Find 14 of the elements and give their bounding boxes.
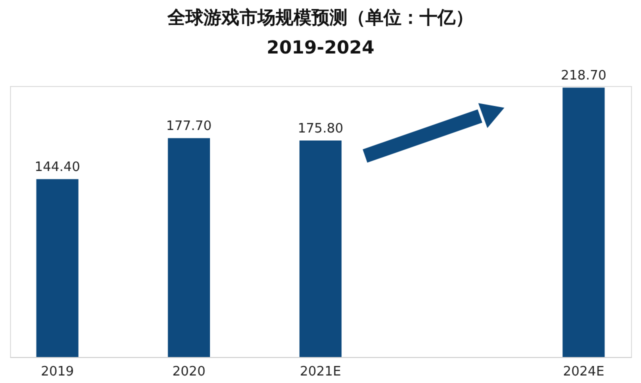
x-tick-label: 2024E	[562, 364, 604, 380]
x-tick-label: 2020	[172, 364, 206, 380]
data-label: 175.80	[298, 121, 344, 136]
data-label: 218.70	[560, 68, 606, 84]
bar	[168, 138, 210, 357]
chart-title: 全球游戏市场规模预测（单位：十亿）	[166, 8, 474, 29]
bar	[36, 179, 78, 357]
bar	[299, 140, 342, 357]
data-label: 177.70	[166, 119, 212, 134]
x-tick-label: 2021E	[300, 364, 342, 380]
x-tick-label: 2019	[40, 364, 74, 380]
bar	[562, 88, 605, 357]
chart-subtitle: 2019-2024	[266, 38, 374, 59]
data-label: 144.40	[34, 160, 80, 176]
